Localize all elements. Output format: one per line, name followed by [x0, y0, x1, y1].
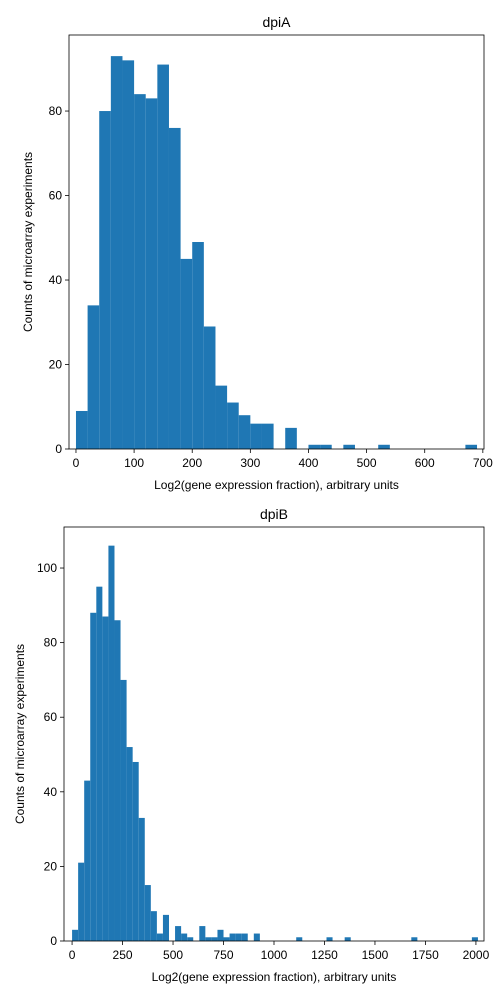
- x-tick-label: 0: [69, 948, 76, 962]
- histogram-bar: [235, 933, 242, 941]
- histogram-bar: [162, 914, 169, 941]
- histogram-bar: [156, 933, 163, 941]
- x-tick-label: 1500: [362, 948, 389, 962]
- x-tick-label: 100: [124, 456, 144, 470]
- x-tick-label: 1000: [261, 948, 288, 962]
- histogram-bar: [75, 410, 88, 449]
- histogram-bar: [296, 937, 303, 941]
- histogram-bar: [150, 911, 157, 941]
- x-axis-label: Log2(gene expression fraction), arbitrar…: [154, 478, 399, 492]
- histogram-bar: [326, 937, 333, 941]
- y-tick-label: 40: [44, 785, 58, 799]
- histogram-bar: [343, 444, 355, 449]
- y-tick-label: 60: [49, 189, 63, 203]
- histogram-bar: [122, 60, 135, 450]
- x-tick-label: 750: [214, 948, 234, 962]
- y-axis-label: Counts of microarray experiments: [21, 152, 35, 332]
- y-tick-label: 40: [49, 273, 63, 287]
- histogram-bar: [320, 444, 332, 449]
- histogram-bar: [344, 937, 351, 941]
- histogram-bar: [72, 929, 79, 941]
- histogram-bar: [120, 679, 127, 941]
- y-tick-label: 80: [44, 636, 58, 650]
- histogram-bar: [238, 415, 251, 449]
- histogram-bar: [261, 423, 274, 449]
- histogram-bar: [144, 885, 151, 941]
- histogram-bar: [465, 444, 478, 449]
- y-tick-label: 20: [49, 358, 63, 372]
- histogram-bar: [99, 111, 111, 449]
- histogram-bar: [227, 402, 239, 449]
- histogram-bar: [217, 929, 224, 941]
- histogram-bar: [187, 937, 194, 941]
- y-tick-label: 60: [44, 710, 58, 724]
- histogram-bar: [78, 862, 85, 941]
- x-tick-label: 700: [473, 456, 493, 470]
- histogram-bar: [157, 64, 169, 450]
- chart-title: dpiA: [262, 14, 291, 30]
- y-tick-label: 0: [55, 442, 62, 456]
- histogram-bar: [134, 94, 146, 450]
- histogram-bar: [229, 933, 236, 941]
- x-tick-label: 1750: [412, 948, 439, 962]
- histogram-bar: [192, 242, 204, 449]
- histogram-bar: [411, 937, 418, 941]
- histogram-bar: [114, 620, 121, 941]
- y-tick-label: 100: [37, 561, 57, 575]
- chart-1: 0 250 500 750 1000 1250 1500 1750 2000 0 20 40 60 80 1…: [13, 506, 490, 984]
- histogram-bar: [138, 817, 145, 941]
- x-tick-label: 200: [182, 456, 202, 470]
- histogram-bar: [180, 258, 193, 449]
- y-axis-label: Counts of microarray experiments: [13, 644, 27, 824]
- histogram-bar: [378, 444, 390, 449]
- histogram-bar: [203, 326, 216, 449]
- histogram-bar: [471, 937, 478, 941]
- histogram-bar: [253, 933, 260, 941]
- histogram-bar: [199, 926, 206, 941]
- y-tick-label: 80: [49, 104, 63, 118]
- histogram-bar: [84, 780, 91, 941]
- histogram-bar: [90, 612, 97, 941]
- histogram-bar: [223, 937, 230, 941]
- histogram-bar: [250, 423, 262, 449]
- histogram-bar: [145, 98, 158, 450]
- chart-0: 0 100 200 300 400 500 600 700 0 20 40 60 80 dpiA Log2(…: [21, 14, 493, 492]
- x-tick-label: 600: [415, 456, 435, 470]
- histogram-bar: [102, 616, 109, 941]
- y-tick-label: 0: [50, 934, 57, 948]
- x-axis-label: Log2(gene expression fraction), arbitrar…: [152, 970, 397, 984]
- x-tick-label: 2000: [463, 948, 490, 962]
- x-tick-label: 1250: [311, 948, 338, 962]
- histogram-bar: [108, 545, 115, 941]
- histogram-bar: [96, 586, 103, 941]
- histogram-bar: [211, 937, 218, 941]
- histogram-bar: [87, 305, 100, 449]
- x-tick-label: 250: [113, 948, 133, 962]
- histogram-bar: [215, 385, 228, 449]
- histogram-bar: [308, 444, 321, 449]
- x-tick-label: 400: [298, 456, 318, 470]
- histogram-bar: [168, 127, 181, 449]
- x-tick-label: 500: [357, 456, 377, 470]
- y-tick-label: 20: [44, 859, 58, 873]
- histogram-bar: [285, 427, 297, 449]
- histogram-bar: [181, 933, 188, 941]
- plot-frame: [68, 34, 485, 450]
- histogram-bar: [205, 937, 212, 941]
- histogram-bar: [241, 933, 248, 941]
- x-tick-label: 300: [240, 456, 260, 470]
- x-tick-label: 0: [73, 456, 80, 470]
- histogram-bar: [110, 56, 123, 450]
- histogram-bar: [126, 747, 133, 941]
- histogram-bar: [175, 926, 182, 941]
- x-tick-label: 500: [163, 948, 183, 962]
- chart-title: dpiB: [260, 506, 288, 522]
- histogram-bar: [132, 761, 139, 941]
